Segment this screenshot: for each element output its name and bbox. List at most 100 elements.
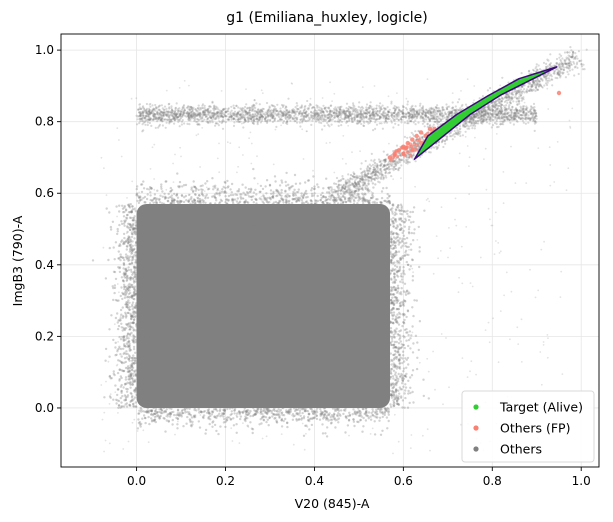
others-edge-point [388,195,391,198]
others-edge-point [127,299,130,302]
others-edge-point [402,321,405,324]
others-band-point [170,108,174,112]
others-band-point [339,108,342,111]
others-edge-point [222,415,225,418]
others-edge-point [172,199,176,203]
others-edge-point [110,377,113,380]
others-edge-point [125,405,129,408]
others-edge-point [392,285,395,289]
others-edge-point [118,257,121,260]
others-edge-point [389,329,393,333]
others-edge-point [418,320,422,323]
others-edge-point [130,315,133,318]
others-edge-point [111,285,114,288]
others-band-point [533,122,537,125]
others-edge-point [399,329,403,332]
others-edge-point [389,290,393,293]
others-band-point [274,117,277,120]
others-edge-point [112,298,115,302]
others-edge-point [120,376,123,380]
others-band-point [410,108,413,111]
others-edge-point [127,354,131,357]
others-edge-point [117,299,120,302]
others-edge-point [402,343,405,347]
others-edge-point [180,415,183,418]
others-band-point [374,121,377,124]
others-edge-point [393,286,396,289]
others-edge-point [130,317,133,321]
others-edge-point [305,200,308,203]
others-edge-point [166,415,169,418]
others-edge-point [245,191,249,194]
others-band-point [498,116,501,119]
others-edge-point [111,220,115,223]
others-edge-point [151,198,155,202]
others-edge-point [230,191,233,194]
others-edge-point [403,273,406,276]
others-edge-point [312,416,315,419]
others-edge-point [393,402,396,405]
others-edge-point [164,196,168,199]
others-edge-point [313,187,316,190]
others-edge-point [142,187,146,190]
others-edge-point [422,394,425,398]
others-edge-point [386,197,389,200]
others-edge-point [128,378,131,381]
others-edge-point [224,195,227,198]
others-edge-point [280,191,283,194]
others-edge-point [178,180,182,184]
others-edge-point [202,201,205,204]
others-edge-point [280,181,284,184]
others-edge-point [199,201,202,205]
others-band-point [340,120,344,123]
others-edge-point [127,268,130,272]
others-band-point [194,112,197,115]
others-edge-point [339,199,342,202]
others-edge-point [396,239,399,242]
others-edge-point [252,195,255,198]
others-edge-point [380,196,384,200]
others-edge-point [134,405,137,408]
others-band-point [260,109,264,112]
others-edge-point [316,194,319,198]
others-edge-point [151,414,155,417]
others-edge-point [390,238,393,241]
others-edge-point [224,201,227,204]
others-edge-point [395,227,398,230]
others-edge-point [389,352,392,355]
others-band-point [357,105,360,108]
others-edge-point [365,411,368,415]
others-edge-point [316,199,319,203]
others-band-point [445,103,448,106]
others-edge-point [272,196,275,200]
others-edge-point [143,195,147,199]
others-edge-point [207,412,210,415]
others-band-point [394,122,397,125]
others-edge-point [133,231,136,234]
others-edge-point [289,408,292,412]
others-edge-point [307,418,310,421]
others-edge-point [238,411,242,414]
others-edge-point [393,343,396,346]
others-edge-point [273,409,276,412]
others-edge-point [131,205,134,208]
others-band-point [186,106,189,109]
others-edge-point [163,417,166,420]
others-edge-point [416,356,419,359]
others-edge-point [388,200,391,203]
others-edge-point [134,224,138,228]
others-edge-point [170,194,174,197]
others-edge-point [378,416,382,419]
others-edge-point [395,212,398,216]
others-band-point [507,111,510,114]
others-edge-point [399,346,403,349]
others-edge-point [133,292,136,295]
others-edge-point [124,273,127,277]
others-edge-point [148,202,152,205]
others-band-point [529,109,532,113]
others-edge-point [160,187,163,190]
others-edge-point [134,260,138,263]
others-edge-point [385,186,388,190]
others-edge-point [134,210,138,213]
others-edge-point [134,389,137,392]
